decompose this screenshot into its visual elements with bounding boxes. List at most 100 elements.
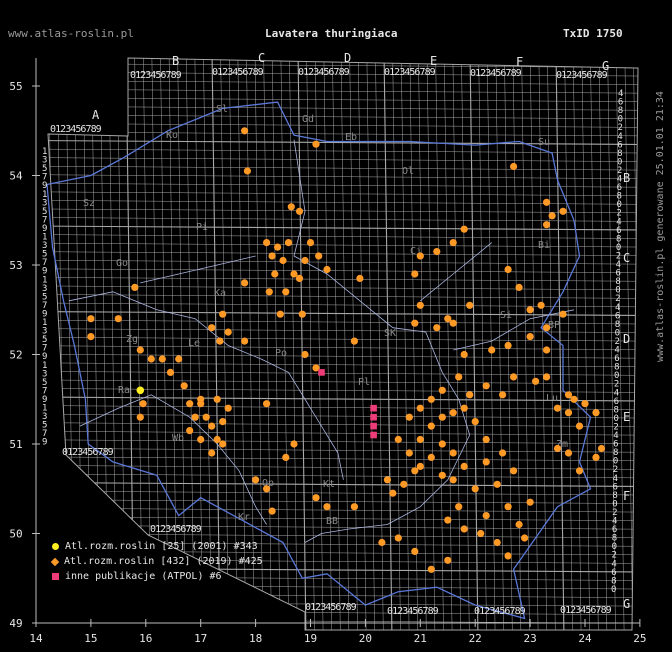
record-2019 [553,404,562,412]
record-2019 [400,480,408,488]
grid-vline [624,58,634,630]
grid-digit: 4 [611,559,616,569]
region-label: Wb [172,433,184,444]
grid-vline [306,58,315,630]
grid-digit: 9 [42,267,47,277]
record-2019 [592,409,600,417]
record-2019 [243,167,251,175]
grid-digits: 0123456789 [560,605,612,616]
grid-hline [48,584,638,590]
record-2019 [471,485,479,493]
grid-vline [443,58,453,630]
grid-hline [48,183,638,188]
grid-digit: 1 [42,147,47,157]
grid-vline [323,58,333,630]
grid-outline [47,57,639,631]
grid-digit: 7 [42,386,47,396]
grid-digits: 0123456789 [130,70,182,81]
generated-label: www.atlas-roslin.pl generowane 25.01.01 … [655,91,666,362]
grid-digits: 0123456789 [387,606,439,617]
record-2019 [131,283,139,291]
record-2019 [444,516,452,524]
region-label: Pl [358,377,370,388]
grid-vline [366,58,376,630]
record-2019 [548,212,556,220]
grid-digit: 8 [616,234,621,244]
river-path [68,291,344,480]
grid-digit: 9 [42,395,47,405]
legend-label: Atl.rozm.roslin [25] (2001) #343 [65,541,258,552]
grid-vline [572,58,582,630]
record-2019 [197,395,205,403]
record-2019 [208,449,216,457]
region-label: Si [500,310,512,321]
grid-digit: 4 [618,89,623,99]
grid-vline [271,58,281,630]
record-2019 [175,355,183,363]
record-2001 [136,386,145,395]
x-tick-label: 22 [469,632,482,645]
record-2019 [532,377,540,385]
record-2019 [241,337,249,345]
region-label: BB [326,516,338,527]
record-atpol [318,369,325,376]
grid-digit: 9 [42,438,47,448]
region-label: Ol [402,166,414,177]
record-2019 [389,489,397,497]
grid-hline [48,525,638,530]
grid-hline [48,200,638,205]
grid-hline [48,131,638,137]
record-2019 [378,538,386,547]
grid-letter: B [623,171,630,185]
grid-hline [48,106,638,111]
x-tick-label: 24 [578,632,592,645]
grid-digits: 0123456789 [298,67,350,78]
grid-vline [203,58,212,630]
record-2019 [350,503,358,511]
record-2019 [241,279,249,287]
grid-digit: 7 [42,215,47,225]
region-label: Kt [323,479,335,490]
grid-digit: 0 [613,457,618,467]
record-2019 [383,476,391,484]
grid-letter: A [92,108,100,122]
record-2019 [301,256,309,265]
record-2019 [499,391,507,399]
grid-digit: 2 [618,123,623,133]
grid-letter: D [623,332,630,346]
grid-vline [590,58,599,630]
record-2019 [427,565,435,573]
record-2019 [493,480,501,488]
x-tick-label: 18 [249,632,262,645]
grid-digit: 0 [617,157,622,167]
y-tick-label: 54 [9,170,23,183]
grid-hline [48,165,638,171]
grid-digit: 1 [42,318,47,328]
grid-hline [48,396,638,402]
grid-digit: 1 [42,361,47,371]
record-2019 [271,270,279,278]
record-2019 [186,400,194,408]
grid-hline [48,362,638,368]
x-tick-label: 15 [84,632,97,645]
record-2019 [323,265,331,274]
record-2019 [427,422,435,430]
record-2019 [263,485,271,493]
grid-letter: C [258,51,265,65]
record-2019 [449,409,457,417]
region-label: Gd [302,114,314,125]
grid-hline [48,413,638,419]
region-label: Bi [538,240,550,251]
grid-digit: 9 [42,309,47,319]
grid-digit: 8 [612,491,617,501]
grid-hline [48,354,638,359]
record-2019 [509,162,518,171]
grid-hline [48,217,638,222]
grid-digit: 8 [614,363,619,373]
grid-digits: 0123456789 [150,524,202,535]
record-2019 [482,458,490,466]
grid-hline [48,388,638,393]
x-tick-label: 19 [304,632,317,645]
record-2019 [559,310,567,318]
y-tick-label: 53 [9,259,22,272]
